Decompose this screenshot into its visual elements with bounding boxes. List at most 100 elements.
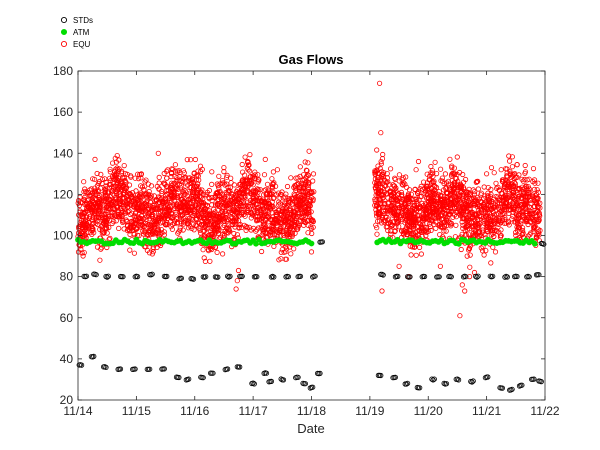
- equ-point: [509, 216, 515, 222]
- equ-point: [395, 202, 401, 209]
- equ-point: [405, 212, 411, 218]
- equ-point: [295, 226, 301, 232]
- equ-point: [285, 198, 291, 204]
- equ-point: [82, 186, 88, 192]
- std-point: [105, 273, 112, 279]
- equ-point: [273, 210, 279, 216]
- equ-point: [459, 231, 465, 237]
- std-point: [470, 378, 476, 384]
- equ-point: [285, 221, 291, 227]
- std-point: [392, 374, 398, 380]
- equ-point: [120, 183, 126, 189]
- equ-point: [131, 250, 137, 256]
- equ-point: [511, 171, 517, 177]
- equ-point: [273, 211, 279, 217]
- equ-point: [236, 213, 242, 219]
- equ-point: [408, 252, 414, 258]
- equ-point: [506, 153, 512, 159]
- equ-point: [437, 192, 444, 199]
- equ-point: [452, 198, 458, 204]
- equ-point: [466, 186, 472, 192]
- equ-point: [443, 228, 449, 234]
- equ-point: [209, 181, 215, 187]
- equ-point: [291, 246, 297, 252]
- equ-point: [519, 227, 526, 234]
- equ-point: [391, 219, 397, 225]
- legend: STDs ATM EQU: [60, 16, 93, 49]
- equ-point: [477, 198, 483, 204]
- equ-point: [484, 193, 491, 199]
- equ-point: [195, 190, 201, 196]
- equ-point: [442, 171, 448, 177]
- equ-point: [376, 189, 382, 195]
- equ-point: [287, 231, 293, 237]
- std-point: [407, 274, 413, 280]
- equ-point: [109, 173, 116, 180]
- equ-point: [485, 206, 491, 212]
- equ-point: [453, 209, 460, 215]
- equ-point: [269, 214, 276, 220]
- equ-point: [306, 181, 312, 187]
- std-point: [380, 272, 386, 278]
- equ-point: [462, 176, 469, 183]
- equ-point: [531, 218, 537, 224]
- equ-point: [240, 203, 246, 209]
- equ-point: [457, 183, 463, 189]
- equ-point: [289, 232, 295, 238]
- equ-point: [91, 211, 97, 217]
- equ-point: [233, 217, 239, 224]
- std-point: [485, 374, 491, 380]
- equ-point: [247, 168, 253, 174]
- equ-point: [239, 210, 245, 216]
- equ-point: [161, 170, 167, 177]
- series-equ: [75, 80, 543, 319]
- equ-point: [111, 219, 117, 225]
- equ-point: [84, 213, 90, 219]
- std-point: [295, 374, 301, 380]
- equ-point: [301, 184, 307, 190]
- equ-point: [177, 227, 183, 233]
- x-tick-label: 11/20: [414, 404, 443, 418]
- equ-point: [433, 184, 440, 191]
- equ-point: [192, 202, 199, 208]
- equ-point: [295, 203, 301, 209]
- equ-point: [141, 231, 147, 237]
- y-tick-label: 140: [53, 146, 73, 160]
- equ-point: [304, 218, 310, 224]
- atm-point: [308, 240, 315, 247]
- equ-point: [376, 80, 383, 86]
- equ-point: [138, 213, 145, 219]
- equ-point: [478, 190, 484, 196]
- equ-point: [430, 219, 436, 225]
- equ-point: [123, 193, 130, 200]
- equ-point: [215, 225, 221, 232]
- equ-point: [215, 183, 221, 189]
- equ-point: [113, 166, 119, 172]
- equ-point: [214, 249, 220, 255]
- equ-point: [169, 193, 175, 199]
- equ-point: [422, 201, 428, 207]
- equ-point: [503, 220, 509, 226]
- equ-point: [521, 191, 527, 197]
- equ-point: [499, 177, 506, 183]
- std-point: [430, 377, 436, 383]
- equ-point: [225, 230, 231, 236]
- equ-point: [180, 175, 186, 182]
- equ-point: [180, 199, 186, 205]
- equ-point: [385, 200, 392, 206]
- std-point: [395, 273, 401, 279]
- equ-point: [498, 220, 504, 226]
- equ-point: [496, 197, 502, 203]
- equ-point: [491, 233, 497, 239]
- equ-point: [459, 209, 466, 215]
- equ-point: [199, 218, 205, 224]
- equ-point: [287, 205, 293, 211]
- equ-point: [174, 219, 180, 225]
- x-tick-label: 11/15: [122, 404, 151, 418]
- equ-point: [268, 229, 274, 235]
- equ-point: [188, 184, 194, 191]
- equ-point: [374, 197, 380, 203]
- std-point: [83, 273, 90, 279]
- equ-point: [422, 216, 428, 222]
- equ-point: [381, 219, 387, 225]
